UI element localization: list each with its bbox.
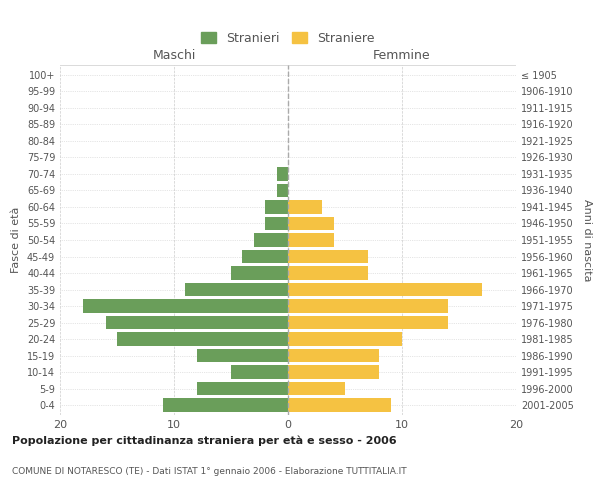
Bar bbox=[288, 349, 379, 362]
Text: Popolazione per cittadinanza straniera per età e sesso - 2006: Popolazione per cittadinanza straniera p… bbox=[12, 435, 397, 446]
Bar bbox=[231, 366, 288, 378]
Bar bbox=[288, 234, 334, 246]
Bar bbox=[117, 332, 288, 345]
Bar bbox=[265, 217, 288, 230]
Bar bbox=[288, 332, 402, 345]
Text: COMUNE DI NOTARESCO (TE) - Dati ISTAT 1° gennaio 2006 - Elaborazione TUTTITALIA.: COMUNE DI NOTARESCO (TE) - Dati ISTAT 1°… bbox=[12, 468, 407, 476]
Bar bbox=[288, 217, 334, 230]
Bar bbox=[231, 266, 288, 280]
Bar bbox=[277, 184, 288, 197]
Bar bbox=[106, 316, 288, 329]
Bar bbox=[288, 250, 368, 263]
Bar bbox=[197, 382, 288, 395]
Bar bbox=[83, 300, 288, 312]
Bar bbox=[288, 366, 379, 378]
Bar bbox=[288, 316, 448, 329]
Bar bbox=[254, 234, 288, 246]
Bar bbox=[265, 200, 288, 213]
Bar bbox=[277, 168, 288, 180]
Legend: Stranieri, Straniere: Stranieri, Straniere bbox=[201, 32, 375, 44]
Y-axis label: Fasce di età: Fasce di età bbox=[11, 207, 21, 273]
Bar bbox=[288, 200, 322, 213]
Bar bbox=[242, 250, 288, 263]
Bar bbox=[288, 398, 391, 411]
Bar bbox=[197, 349, 288, 362]
Bar bbox=[185, 283, 288, 296]
Bar bbox=[288, 300, 448, 312]
Bar bbox=[288, 283, 482, 296]
Y-axis label: Anni di nascita: Anni di nascita bbox=[582, 198, 592, 281]
Bar bbox=[288, 382, 345, 395]
Bar bbox=[288, 266, 368, 280]
Bar bbox=[163, 398, 288, 411]
Text: Maschi: Maschi bbox=[152, 48, 196, 62]
Text: Femmine: Femmine bbox=[373, 48, 431, 62]
